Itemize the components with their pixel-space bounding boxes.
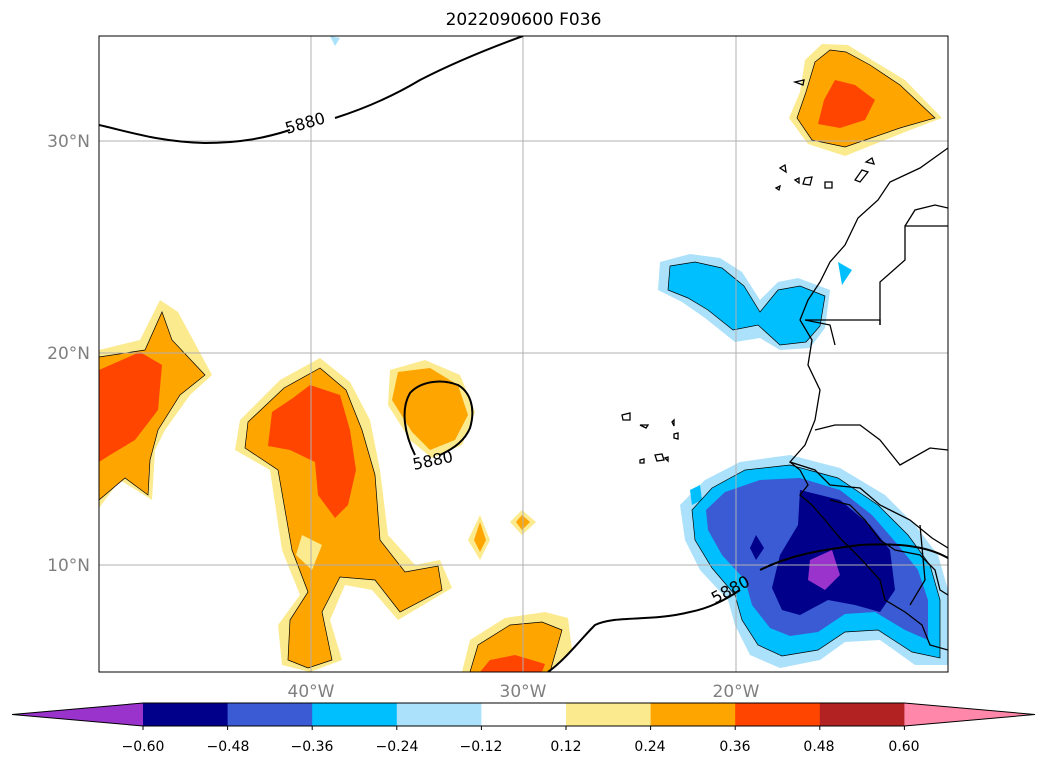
- colorbar-tick-label: −0.60: [122, 739, 165, 755]
- colorbar: [11, 702, 1036, 730]
- colorbar-tick-label: −0.48: [207, 739, 250, 755]
- colorbar-bin: [227, 703, 313, 726]
- lat-tick-label: 20°N: [47, 344, 90, 364]
- colorbar-tick-label: −0.24: [376, 739, 419, 755]
- colorbar-extend-max: [904, 703, 1035, 726]
- colorbar-bin: [566, 703, 652, 726]
- lon-tick-label: 30°W: [500, 682, 547, 702]
- map-frame: [98, 35, 949, 673]
- colorbar-bin: [650, 703, 736, 726]
- axis-labels: 40°W 30°W 20°W 30°N 20°N 10°N: [47, 132, 760, 702]
- colorbar-bin: [312, 703, 398, 726]
- colorbar-extend-min: [12, 703, 143, 726]
- map-area: 5880 5880 5880: [99, 36, 948, 672]
- colorbar-tick-label: 0.36: [719, 739, 750, 755]
- lon-tick-label: 20°W: [713, 682, 760, 702]
- colorbar-tick-labels: −0.60 −0.48 −0.36 −0.24 −0.12 0.12 0.24 …: [122, 739, 920, 755]
- colorbar-tick-label: −0.12: [460, 739, 503, 755]
- coastlines: [621, 79, 948, 651]
- lat-tick-label: 30°N: [47, 132, 90, 152]
- anomaly-contour-lines: [99, 49, 941, 672]
- colorbar-bin: [735, 703, 821, 726]
- positive-anomaly-fields: [99, 44, 942, 672]
- colorbar-bin: [143, 703, 229, 726]
- colorbar-tick-label: 0.12: [550, 739, 581, 755]
- lon-tick-label: 40°W: [288, 682, 335, 702]
- colorbar-tick-label: 0.48: [803, 739, 834, 755]
- colorbar-tick-label: 0.24: [634, 739, 665, 755]
- colorbar-tick-label: −0.36: [291, 739, 334, 755]
- map-title: 2022090600 F036: [445, 10, 602, 30]
- colorbar-bin: [481, 703, 567, 726]
- colorbar-bin: [396, 703, 482, 726]
- colorbar-bin: [819, 703, 905, 726]
- geopotential-5880-contours: [99, 36, 948, 672]
- lat-tick-label: 10°N: [47, 556, 90, 576]
- contour-label: 5880: [283, 108, 327, 137]
- contour-label: 5880: [411, 447, 455, 474]
- gridlines: [99, 36, 948, 672]
- colorbar-tick-label: 0.60: [888, 739, 919, 755]
